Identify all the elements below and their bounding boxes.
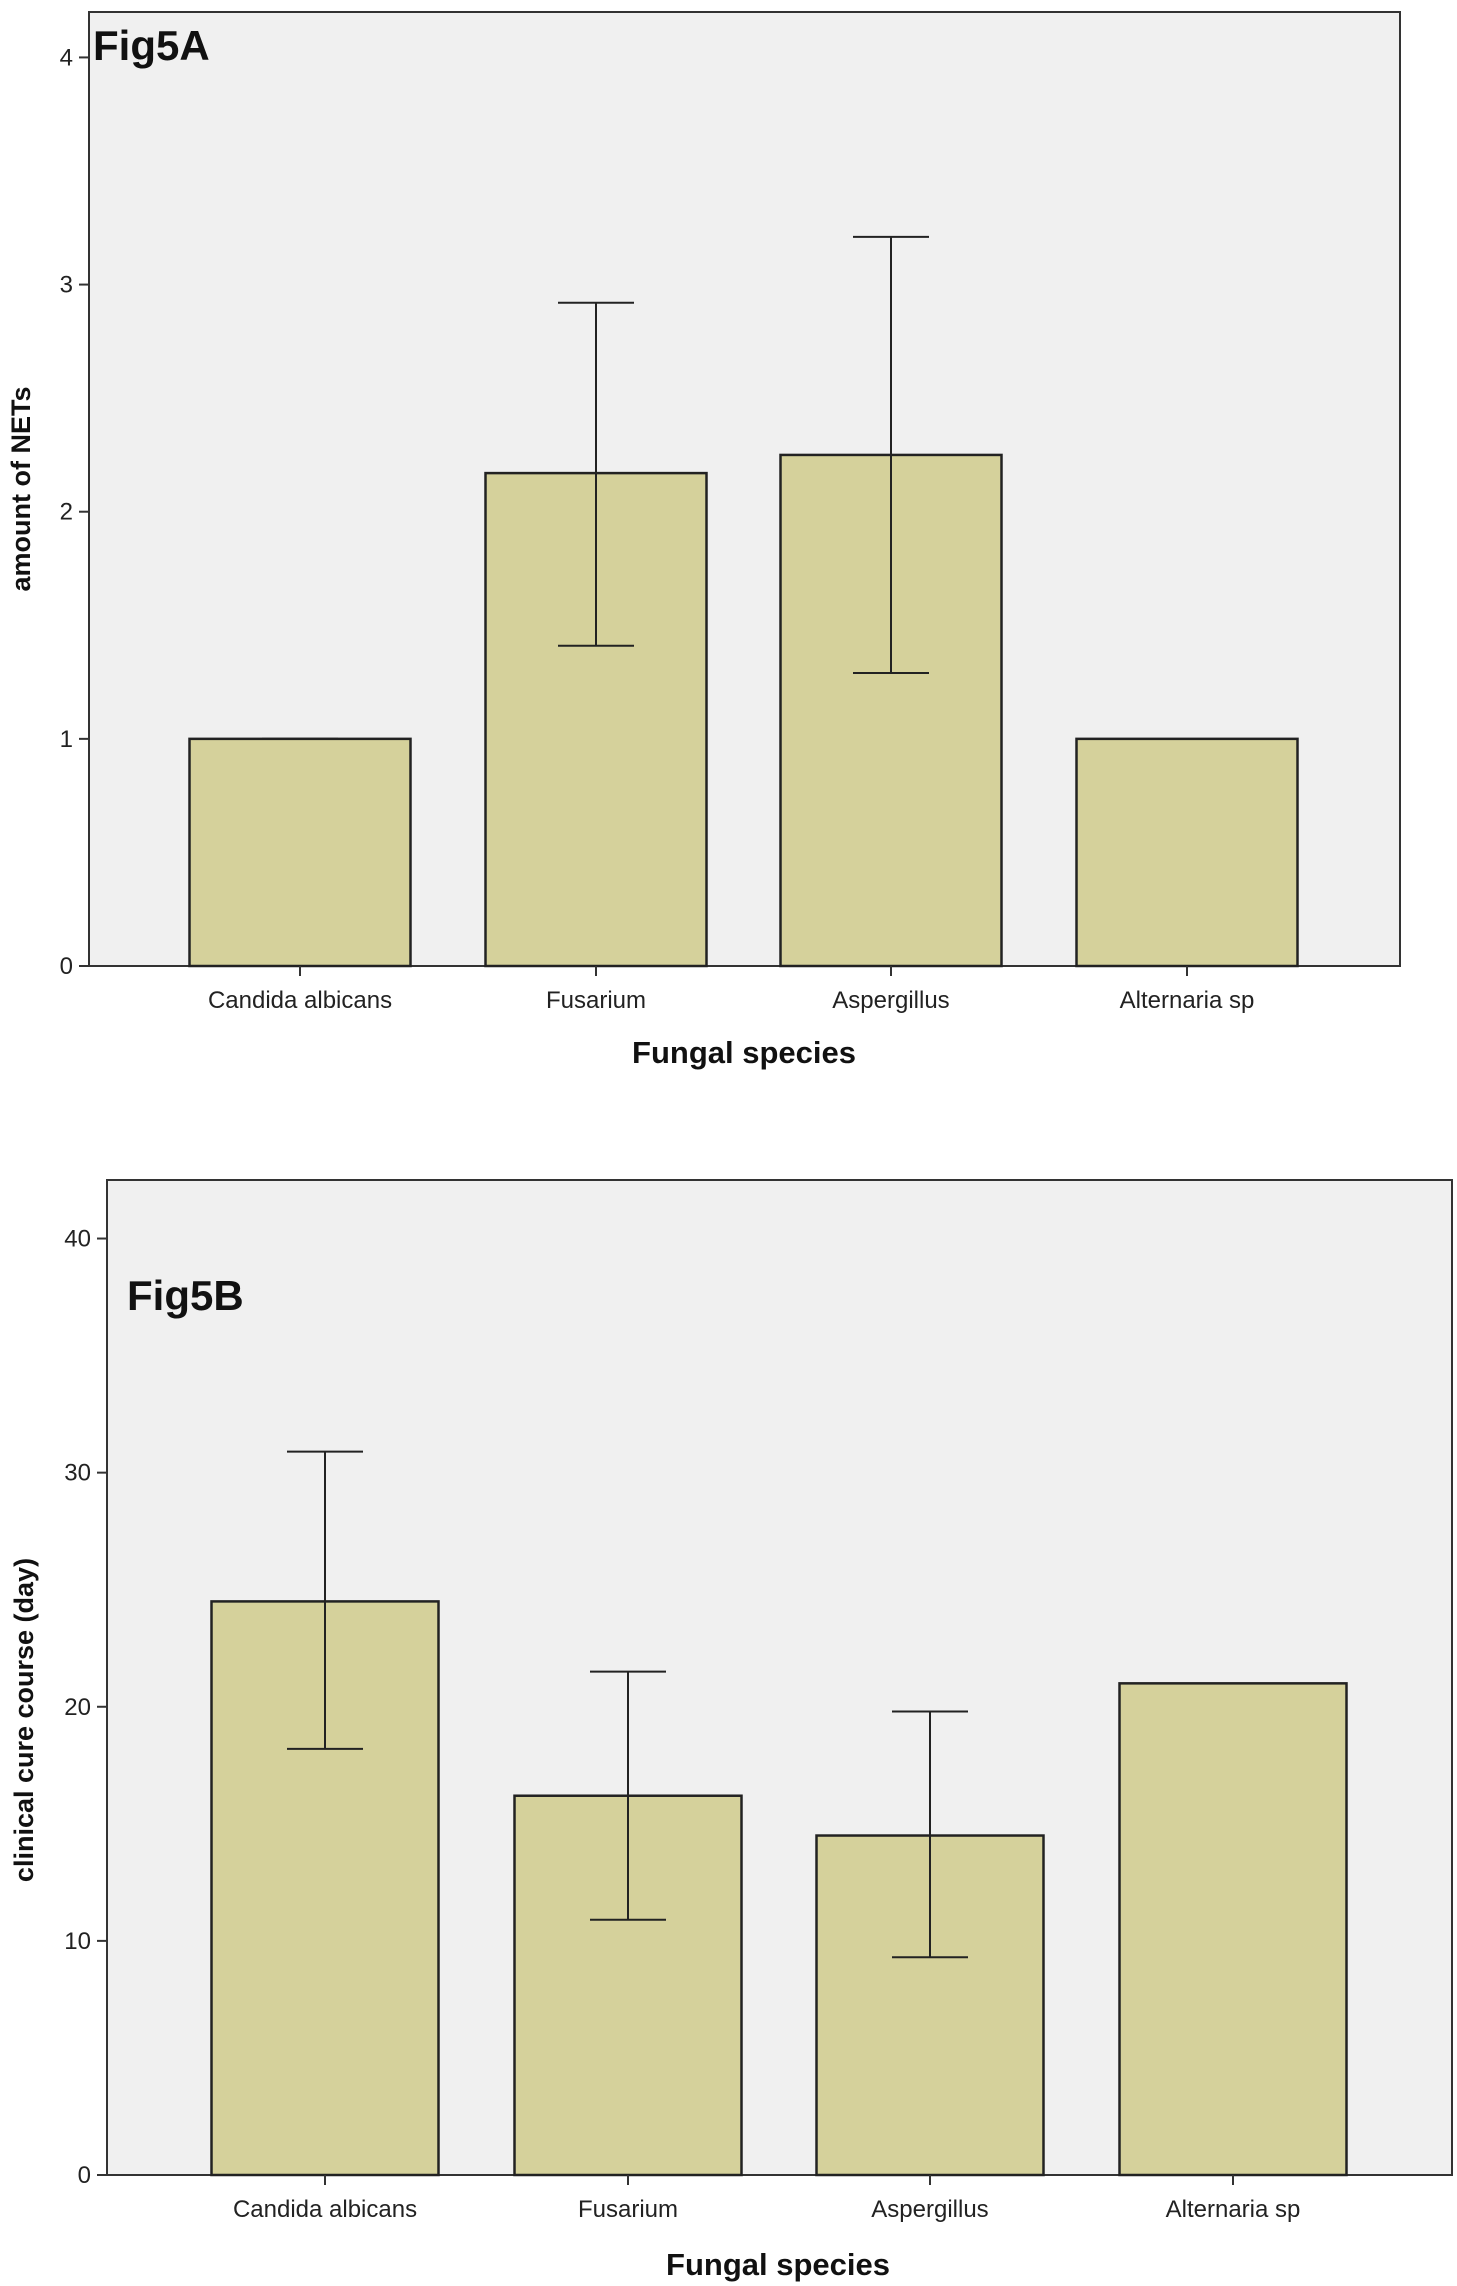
x-tick-labels-fig5b: Candida albicans Fusarium Aspergillus Alter…	[233, 2175, 1300, 2223]
y-axis-label-fig5b: clinical cure course (day)	[9, 1558, 39, 1882]
bar-aspergillus	[815, 1834, 1045, 2177]
x-axis-label-fig5a: Fungal species	[632, 1035, 856, 1070]
y-tick-label: 3	[60, 272, 73, 299]
bar-alternaria-sp	[1118, 1682, 1348, 2177]
chart-title-fig5a: Fig5A	[93, 22, 210, 69]
y-axis-fig5b: 0 10 20 30 40	[64, 1226, 107, 2189]
error-bar-candida-albicans	[287, 1450, 363, 1750]
error-bar-aspergillus	[853, 235, 929, 674]
x-tick-label: Aspergillus	[871, 2196, 988, 2223]
error-bars-fig5a	[262, 235, 929, 740]
error-bar-fusarium	[590, 1670, 666, 1921]
y-tick-label: 1	[60, 726, 73, 753]
error-bar-aspergillus	[892, 1710, 968, 1959]
y-tick-label: 40	[64, 1226, 91, 1253]
x-tick-label: Alternaria sp	[1166, 2196, 1301, 2223]
y-tick-label: 4	[60, 44, 73, 71]
x-tick-label: Candida albicans	[233, 2196, 417, 2223]
x-tick-label: Alternaria sp	[1120, 987, 1255, 1014]
y-tick-label: 20	[64, 1694, 91, 1721]
y-tick-label: 10	[64, 1928, 91, 1955]
panel-fig5a: 0 1 2 3 4 Candida albicans Fusarium Aspergillu…	[6, 11, 1401, 1070]
panel-fig5b: 0 10 20 30 40 Candida albicans Fusarium Asperg…	[9, 1179, 1453, 2282]
x-tick-label: Aspergillus	[832, 987, 949, 1014]
y-tick-label: 30	[64, 1460, 91, 1487]
y-tick-label: 0	[60, 953, 73, 980]
error-bars-fig5b	[287, 1450, 968, 1959]
bars-fig5a	[188, 453, 1299, 968]
x-tick-label: Fusarium	[578, 2196, 678, 2223]
y-tick-label: 0	[78, 2162, 91, 2189]
x-tick-labels-fig5a: Candida albicans Fusarium Aspergillus Alter…	[208, 966, 1254, 1014]
y-tick-label: 2	[60, 499, 73, 526]
bar-alternaria-sp	[1075, 737, 1299, 968]
error-bar-fusarium	[558, 301, 634, 647]
x-tick-label: Candida albicans	[208, 987, 392, 1014]
y-axis-fig5a: 0 1 2 3 4	[60, 44, 89, 980]
bar-candida-albicans	[188, 737, 412, 968]
y-axis-label-fig5a: amount of NETs	[6, 387, 36, 592]
x-tick-label: Fusarium	[546, 987, 646, 1014]
chart-title-fig5b: Fig5B	[127, 1272, 244, 1319]
x-axis-label-fig5b: Fungal species	[666, 2247, 890, 2282]
